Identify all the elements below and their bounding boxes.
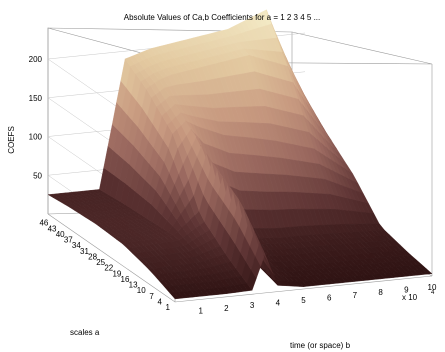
z-tick-label: 200	[29, 55, 43, 64]
z-tick-labels: 50 100 150 200	[29, 55, 43, 180]
x-tick-label: 8	[378, 288, 383, 297]
x-tick-label: 1	[198, 306, 203, 315]
front-floor-edge	[47, 213, 433, 303]
x-multiplier: x 10	[402, 293, 418, 302]
x-tick-label: 10	[428, 283, 437, 292]
y-tick-label: 31	[80, 247, 89, 256]
y-tick-label: 7	[149, 292, 154, 301]
y-tick-label: 46	[39, 219, 48, 228]
y-tick-label: 16	[121, 275, 130, 284]
y-tick-label: 4	[157, 297, 162, 306]
y-tick-label: 37	[64, 236, 73, 245]
x-tick-labels: 1 2 3 4 5 6 7 8 9 10	[198, 283, 437, 315]
x-tick-label: 3	[250, 301, 255, 310]
x-tick-label: 9	[404, 286, 409, 295]
x-tick-label: 5	[301, 296, 306, 305]
y-tick-label: 34	[72, 241, 81, 250]
y-tick-label: 43	[48, 224, 57, 233]
front-box	[47, 213, 433, 303]
x-tick-label: 4	[276, 299, 281, 308]
surface-patch	[421, 268, 433, 275]
surface	[47, 9, 433, 300]
y-tick-label: 13	[129, 281, 138, 290]
y-tick-label: 1	[166, 303, 171, 312]
x-multiplier-exponent: 4	[431, 290, 435, 296]
z-tick-label: 150	[29, 94, 43, 103]
x-axis-label: time (or space) b	[290, 341, 351, 350]
y-tick-label: 25	[96, 258, 105, 267]
y-tick-label: 28	[88, 252, 97, 261]
z-tick-label: 100	[29, 133, 43, 142]
y-tick-label: 10	[137, 286, 146, 295]
y-axis-label: scales a	[70, 328, 100, 337]
x-tick-label: 7	[353, 291, 358, 300]
y-tick-label: 40	[56, 230, 65, 239]
x-tick-label: 6	[327, 293, 332, 302]
y-tick-label: 22	[104, 264, 113, 273]
z-tick-label: 50	[33, 171, 42, 180]
x-tick-label: 2	[224, 304, 229, 313]
z-axis-label: COEFS	[7, 126, 16, 154]
chart-title: Absolute Values of Ca,b Coefficients for…	[124, 13, 321, 22]
y-tick-label: 19	[112, 269, 121, 278]
